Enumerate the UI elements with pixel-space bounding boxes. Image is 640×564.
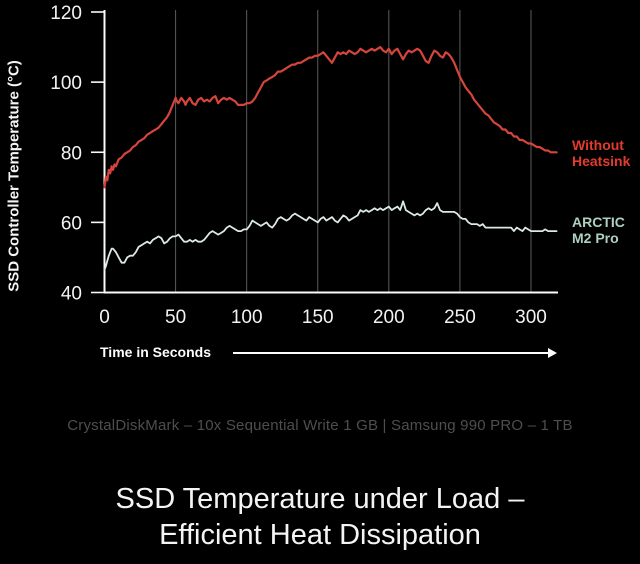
x-tick-label-250: 250 <box>444 307 476 328</box>
y-tick-label-100: 100 <box>50 73 82 94</box>
temperature-line-chart: 40 60 80 100 120 0 50 100 150 200 250 300 <box>50 3 558 328</box>
legend-arctic-m2-pro: ARCTIC M2 Pro <box>572 214 625 246</box>
benchmark-caption: CrystalDiskMark – 10x Sequential Write 1… <box>67 417 573 434</box>
y-tick-label-120: 120 <box>50 3 82 24</box>
y-tick-label-80: 80 <box>61 143 82 164</box>
x-tick-label-150: 150 <box>302 307 334 328</box>
right-arrow-icon <box>233 348 557 358</box>
y-tick-label-40: 40 <box>61 284 82 305</box>
series-line-arctic-m2-pro <box>103 200 558 271</box>
figure-title: SSD Temperature under Load – Efficient H… <box>0 481 640 553</box>
y-tick-label-60: 60 <box>61 213 82 234</box>
x-tick-label-200: 200 <box>373 307 405 328</box>
figure-title-line2: Efficient Heat Dissipation <box>159 519 481 551</box>
x-tick-label-300: 300 <box>515 307 547 328</box>
series-line-without-heatsink <box>103 45 558 189</box>
x-tick-label-100: 100 <box>231 307 263 328</box>
legend-without-heatsink: Without Heatsink <box>572 137 631 169</box>
x-tick-label-0: 0 <box>99 307 110 328</box>
x-tick-label-50: 50 <box>165 307 186 328</box>
figure-title-line1: SSD Temperature under Load – <box>115 483 525 515</box>
x-axis-title: Time in Seconds <box>100 344 211 360</box>
